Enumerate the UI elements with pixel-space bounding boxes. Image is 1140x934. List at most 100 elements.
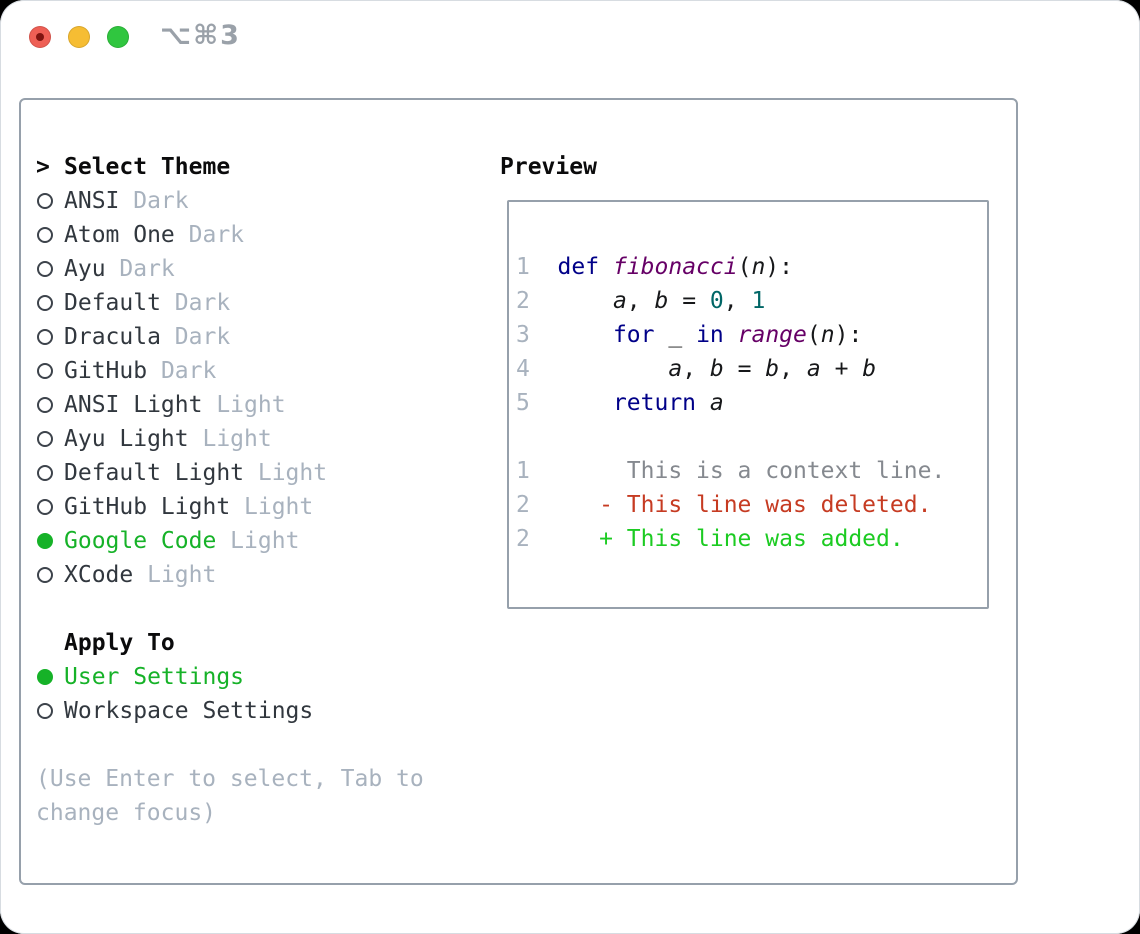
code-token-plain: + (820, 356, 863, 382)
code-token-plain: ( (806, 322, 821, 348)
select-theme-heading: Select Theme (64, 154, 231, 180)
theme-list: > Select Theme ANSI Dark Atom One Dark Ayu… (36, 150, 327, 728)
theme-option-github-dark[interactable]: GitHub Dark (36, 354, 327, 388)
radio-icon (37, 363, 53, 379)
radio-selected-icon (37, 533, 53, 549)
code-token-kw: in (696, 322, 724, 348)
code-token-plain (724, 322, 738, 348)
code-token-plain: ): (834, 322, 863, 348)
theme-name: Default (64, 290, 161, 316)
code-token-num: 2 (516, 288, 558, 314)
code-token-id: n (751, 254, 766, 280)
code-token-del: - This line was deleted. (557, 492, 932, 518)
theme-name: ANSI (64, 188, 120, 214)
theme-variant: Light (133, 562, 217, 588)
code-token-num: 5 (516, 390, 558, 416)
radio-icon (37, 295, 53, 311)
code-token-plain: , (626, 288, 655, 314)
code-token-plain (682, 322, 696, 348)
code-token-id: b (862, 356, 877, 382)
code-token-lit: 1 (751, 288, 766, 314)
theme-name: Atom One (64, 222, 175, 248)
code-token-plain: , (723, 288, 752, 314)
preview-heading: Preview (500, 154, 597, 180)
code-token-plain (558, 390, 613, 416)
code-token-plain: = (668, 288, 710, 314)
theme-option-atom-one-dark[interactable]: Atom One Dark (36, 218, 327, 252)
code-token-fn: range (737, 322, 807, 348)
code-token-id: a (806, 356, 821, 382)
radio-icon (37, 703, 53, 719)
radio-icon (37, 397, 53, 413)
theme-name: Ayu Light (64, 426, 189, 452)
code-token-kw: for (612, 322, 655, 348)
theme-option-ansi-dark[interactable]: ANSI Dark (36, 184, 327, 218)
radio-icon (37, 567, 53, 583)
theme-name: Dracula (64, 324, 161, 350)
preview-code: 1 def fibonacci(n): 2 a, b = 0, 1 3 for … (509, 202, 987, 556)
theme-option-xcode-light[interactable]: XCode Light (36, 558, 327, 592)
theme-variant: Light (202, 392, 286, 418)
theme-option-dracula-dark[interactable]: Dracula Dark (36, 320, 327, 354)
code-token-kw: def (557, 254, 600, 280)
theme-option-github-light-light[interactable]: GitHub Light Light (36, 490, 327, 524)
code-token-plain (599, 254, 613, 280)
code-token-num: 2 (516, 526, 558, 552)
code-token-fn: fibonacci (612, 254, 738, 280)
apply-option-label: Workspace Settings (64, 698, 314, 724)
theme-variant: Dark (174, 222, 245, 248)
code-token-id: b (709, 356, 724, 382)
theme-name: GitHub (64, 358, 148, 384)
theme-option-ayu-light-light[interactable]: Ayu Light Light (36, 422, 327, 456)
spacer (36, 592, 327, 626)
theme-variant: Light (216, 528, 300, 554)
code-token-plain: , (682, 356, 710, 382)
theme-variant: Dark (105, 256, 175, 282)
code-token-lit: 0 (709, 288, 724, 314)
code-token-id: a (612, 288, 627, 314)
theme-variant: Light (230, 494, 314, 520)
theme-name: XCode (64, 562, 134, 588)
code-token-id: _ (668, 322, 683, 348)
apply-option-user-settings[interactable]: User Settings (36, 660, 327, 694)
theme-variant: Light (188, 426, 272, 452)
radio-icon (37, 499, 53, 515)
theme-option-ansi-light-light[interactable]: ANSI Light Light (36, 388, 327, 422)
code-token-plain (558, 356, 669, 382)
theme-option-ayu-dark[interactable]: Ayu Dark (36, 252, 327, 286)
apply-to-heading: Apply To (64, 630, 175, 656)
minimize-button[interactable] (68, 26, 90, 48)
close-button[interactable] (29, 26, 51, 48)
select-theme-heading-row: > Select Theme (36, 150, 327, 184)
code-token-ctx: This is a context line. (557, 458, 946, 484)
window-title: ⌥⌘3 (160, 20, 241, 51)
code-token-id: n (820, 322, 835, 348)
code-token-num: 3 (516, 322, 558, 348)
theme-variant: Dark (147, 358, 217, 384)
apply-option-workspace-settings[interactable]: Workspace Settings (36, 694, 327, 728)
code-token-add: + This line was added. (557, 526, 904, 552)
theme-variant: Dark (160, 324, 231, 350)
radio-selected-icon (37, 669, 53, 685)
zoom-button[interactable] (107, 26, 129, 48)
code-token-plain: ): (765, 254, 793, 280)
theme-name: ANSI Light (64, 392, 203, 418)
theme-option-default-light-light[interactable]: Default Light Light (36, 456, 327, 490)
code-token-plain: , (779, 356, 807, 382)
code-token-plain (654, 322, 668, 348)
code-token-plain (696, 390, 710, 416)
radio-icon (37, 227, 53, 243)
code-token-id: b (654, 288, 669, 314)
theme-name: Default Light (64, 460, 245, 486)
code-token-id: a (709, 390, 724, 416)
code-token-num: 2 (516, 492, 558, 518)
radio-icon (37, 261, 53, 277)
radio-icon (37, 193, 53, 209)
theme-variant: Dark (119, 188, 189, 214)
theme-option-default-dark[interactable]: Default Dark (36, 286, 327, 320)
apply-to-heading-row: Apply To (36, 626, 327, 660)
code-token-plain: = (723, 356, 766, 382)
theme-option-google-code-light[interactable]: Google Code Light (36, 524, 327, 558)
theme-variant: Dark (160, 290, 231, 316)
theme-name: Google Code (64, 528, 217, 554)
